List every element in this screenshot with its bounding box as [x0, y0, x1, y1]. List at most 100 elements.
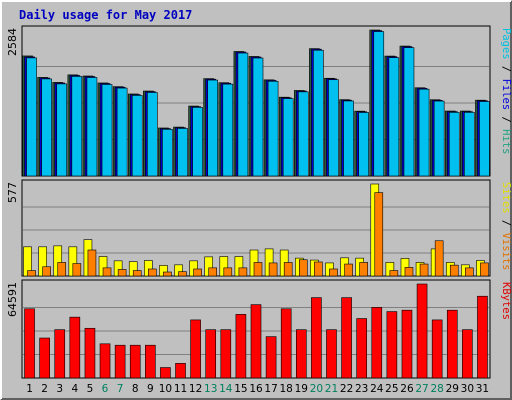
bar-pages-day-7: [116, 87, 128, 177]
bar-visits-day-13: [208, 267, 218, 277]
legend-traffic: Pages / Files / Hits: [500, 28, 512, 154]
day-label-12: 12: [189, 383, 202, 395]
bar-kbytes-day-26: [401, 309, 413, 379]
day-label-16: 16: [249, 383, 263, 395]
legend-entry: /: [500, 110, 512, 129]
bar-pages-day-23: [358, 112, 369, 177]
bar-kbytes-day-22: [341, 297, 352, 379]
bar-visits-day-27: [419, 263, 429, 277]
legend-entry: Sites: [500, 182, 512, 214]
bar-pages-day-4: [71, 76, 83, 177]
bar-visits-day-3: [57, 262, 67, 277]
bar-visits-day-2: [42, 266, 51, 277]
day-label-19: 19: [295, 383, 308, 395]
bar-pages-day-8: [131, 95, 143, 177]
bar-pages-day-31: [479, 101, 490, 177]
bar-visits-day-14: [223, 267, 233, 277]
bar-pages-day-17: [267, 81, 279, 177]
legend-kbytes: KBytes: [500, 282, 512, 320]
bar-visits-day-30: [465, 267, 474, 277]
bar-visits-day-16: [253, 262, 263, 277]
day-label-21: 21: [325, 383, 338, 395]
day-label-14: 14: [219, 383, 233, 395]
bar-pages-day-19: [297, 91, 309, 177]
day-label-20: 20: [310, 383, 323, 395]
day-label-23: 23: [355, 383, 368, 395]
day-label-31: 31: [476, 383, 489, 395]
bar-pages-day-9: [147, 92, 158, 177]
bar-pages-day-27: [418, 88, 430, 177]
bar-visits-day-28: [434, 240, 444, 277]
day-label-27: 27: [415, 383, 428, 395]
bar-kbytes-day-8: [129, 344, 141, 379]
bar-visits-day-8: [132, 270, 142, 277]
day-label-10: 10: [159, 383, 172, 395]
bar-visits-day-10: [163, 271, 172, 277]
ymax-label-visitors: 577: [6, 182, 19, 203]
bar-kbytes-day-21: [326, 329, 337, 379]
panel-traffic: 2584 Pages / Files / Hits: [6, 25, 512, 177]
bar-visits-day-22: [344, 263, 353, 277]
bar-pages-day-22: [343, 100, 354, 177]
bar-kbytes-day-6: [99, 343, 111, 379]
bar-kbytes-day-4: [69, 316, 81, 379]
bar-visits-day-21: [329, 268, 338, 277]
bar-pages-day-24: [373, 31, 385, 177]
bar-visits-day-23: [359, 262, 368, 277]
bar-kbytes-day-9: [145, 344, 156, 379]
bar-kbytes-day-20: [311, 297, 322, 379]
ymax-label-kbytes: 64591: [6, 282, 19, 317]
bar-kbytes-day-29: [446, 309, 458, 379]
bar-kbytes-day-27: [416, 283, 428, 379]
bar-pages-day-30: [464, 112, 475, 177]
bar-kbytes-day-14: [220, 329, 232, 379]
day-label-2: 2: [41, 383, 48, 395]
day-label-9: 9: [147, 383, 154, 395]
bar-pages-day-1: [26, 57, 37, 177]
bar-pages-day-3: [56, 83, 68, 177]
bar-kbytes-day-24: [371, 307, 383, 379]
bar-visits-day-7: [117, 269, 127, 277]
day-label-15: 15: [234, 383, 247, 395]
bar-visits-day-20: [314, 261, 323, 277]
day-label-4: 4: [71, 383, 78, 395]
bar-kbytes-day-1: [24, 308, 35, 379]
bar-pages-day-18: [282, 98, 294, 177]
legend-entry: Visits: [500, 233, 512, 271]
bar-visits-day-15: [238, 267, 248, 277]
bar-kbytes-day-5: [84, 327, 96, 379]
bar-visits-day-19: [298, 259, 308, 277]
bar-kbytes-day-11: [175, 363, 186, 379]
day-label-8: 8: [132, 383, 139, 395]
bar-visits-day-6: [102, 267, 112, 277]
bar-visits-day-12: [193, 268, 202, 277]
day-label-26: 26: [400, 383, 414, 395]
day-label-17: 17: [264, 383, 277, 395]
bar-visits-day-24: [374, 192, 384, 277]
bar-kbytes-day-15: [235, 314, 247, 379]
day-label-25: 25: [385, 383, 398, 395]
day-label-7: 7: [117, 383, 124, 395]
bar-pages-day-2: [41, 78, 52, 177]
bar-visits-day-5: [87, 249, 97, 277]
day-label-3: 3: [56, 383, 63, 395]
day-axis-labels: 1 2 3 4 5 6 7 8 9 10 11 12 13 14 15 16 17 18 19 20 21 22 23 24 2…: [26, 383, 489, 395]
bar-kbytes-day-25: [386, 311, 398, 379]
chart-panels: 2584 Pages / Files / Hits 577 Sites / Visit…: [6, 25, 512, 379]
bar-visits-day-26: [404, 267, 414, 277]
legend-visitors: Sites / Visits: [500, 182, 512, 271]
bar-visits-day-1: [27, 270, 36, 277]
bar-pages-day-28: [433, 100, 445, 177]
day-label-24: 24: [370, 383, 384, 395]
bar-kbytes-day-17: [265, 336, 277, 379]
bar-visits-day-25: [389, 270, 399, 277]
bar-visits-day-11: [178, 271, 187, 277]
bar-pages-day-20: [313, 49, 324, 177]
day-label-5: 5: [87, 383, 94, 395]
bar-pages-day-14: [222, 83, 234, 177]
bar-visits-day-17: [268, 262, 278, 277]
bar-kbytes-day-3: [54, 329, 66, 379]
chart-title: Daily usage for May 2017: [19, 8, 192, 22]
